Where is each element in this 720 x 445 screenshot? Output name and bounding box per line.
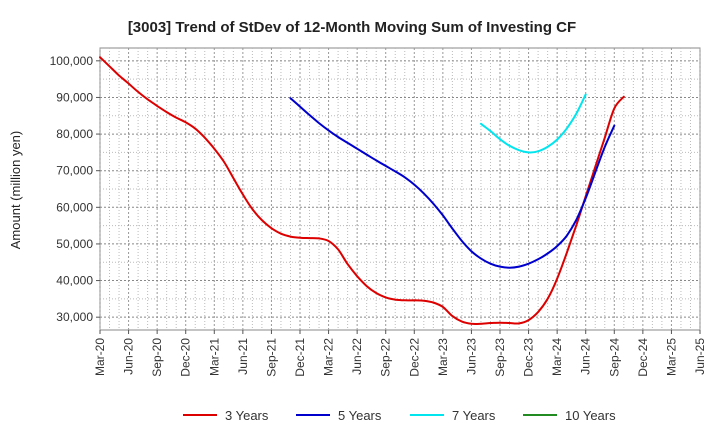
x-tick-label: Jun-21 [236,338,250,375]
y-tick-label: 50,000 [56,237,93,251]
y-tick-label: 40,000 [56,274,93,288]
y-tick-label: 90,000 [56,90,93,104]
x-tick-label: Dec-22 [407,338,421,377]
x-tick-label: Jun-24 [579,338,593,375]
series-lines [99,56,625,325]
axes: 30,000 40,000 50,000 60,000 70,000 80,000 90,0… [50,54,707,377]
x-tick-label: Sep-23 [493,338,507,377]
y-tick-label: 60,000 [56,200,93,214]
legend-label: 10 Years [565,408,616,423]
grid-lines [99,47,701,331]
y-tick-label: 70,000 [56,164,93,178]
x-tick-label: Jun-25 [693,338,707,375]
legend: 3 Years 5 Years 7 Years 10 Years [183,408,616,423]
legend-label: 3 Years [225,408,269,423]
x-tick-label: Jun-22 [350,338,364,375]
x-tick-label: Mar-25 [664,338,678,376]
x-tick-label: Mar-24 [550,338,564,376]
x-tick-label: Sep-22 [379,338,393,377]
x-tick-label: Mar-23 [436,338,450,376]
x-tick-label: Sep-24 [607,338,621,377]
series-line-5-years [289,97,616,269]
x-tick-label: Jun-23 [464,338,478,375]
x-tick-label: Sep-20 [150,338,164,377]
x-tick-label: Sep-21 [264,338,278,377]
x-tick-label: Dec-21 [293,338,307,377]
legend-label: 7 Years [452,408,496,423]
y-axis-label: Amount (million yen) [8,131,23,250]
x-tick-label: Dec-20 [179,338,193,377]
series-line-7-years [480,93,587,154]
y-tick-label: 80,000 [56,127,93,141]
y-tick-label: 100,000 [50,54,94,68]
x-tick-label: Mar-20 [93,338,107,376]
x-tick-label: Mar-21 [207,338,221,376]
x-tick-label: Dec-23 [522,338,536,377]
x-tick-label: Mar-22 [322,338,336,376]
chart-title: [3003] Trend of StDev of 12-Month Moving… [128,19,576,36]
series-line-3-years [99,56,625,325]
legend-label: 5 Years [338,408,382,423]
x-tick-label: Dec-24 [636,338,650,377]
y-tick-label: 30,000 [56,310,93,324]
x-tick-label: Jun-20 [122,338,136,375]
